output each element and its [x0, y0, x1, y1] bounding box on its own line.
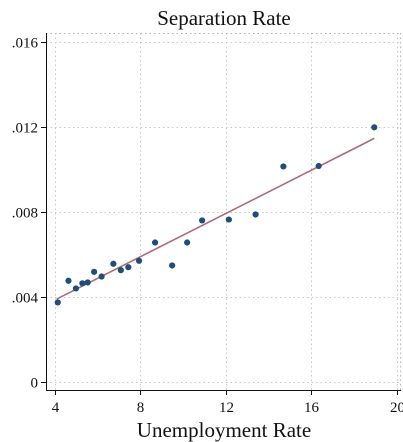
scatter-point	[199, 217, 206, 224]
x-tick-label: 8	[137, 400, 145, 416]
y-tick-label: 0	[31, 376, 39, 392]
y-tick-label: .004	[12, 291, 39, 307]
y-tick-label: .012	[12, 121, 38, 137]
scatter-point	[135, 257, 143, 264]
chart-title: Separation Rate	[157, 6, 291, 30]
scatter-point	[72, 285, 80, 292]
axes: 0 .004 .008 .012 .016 4 8 12 16 20	[12, 33, 403, 416]
scatter-point	[280, 163, 287, 170]
fitted-line-layer	[56, 137, 375, 300]
scatter-point	[79, 280, 86, 287]
x-tick-label: 12	[219, 400, 234, 416]
scatter-point	[84, 279, 91, 286]
scatter-point	[98, 273, 105, 280]
x-axis-label: Unemployment Rate	[137, 418, 311, 442]
scatter-point	[54, 299, 61, 306]
x-tick-label: 20	[390, 400, 403, 416]
x-tick-label: 16	[304, 400, 320, 416]
scatter-point	[315, 162, 322, 170]
scatter-point	[184, 239, 191, 246]
y-tick-label: .008	[12, 206, 38, 222]
scatter-point	[65, 277, 72, 284]
scatter-point	[371, 124, 378, 131]
scatter-point	[225, 216, 232, 223]
scatter-point	[110, 260, 117, 267]
scatter-point	[151, 239, 159, 246]
scatter-point	[252, 211, 259, 218]
scatter-point	[117, 267, 124, 274]
scatter-point	[169, 262, 176, 269]
scatter-point	[91, 268, 98, 275]
grid-lines	[46, 33, 401, 390]
scatter-point	[125, 264, 132, 271]
data-points	[54, 124, 378, 306]
y-tick-label: .016	[12, 36, 39, 52]
x-tick-label: 4	[52, 400, 60, 416]
fitted-line	[56, 137, 375, 300]
plot-frame	[46, 33, 401, 390]
